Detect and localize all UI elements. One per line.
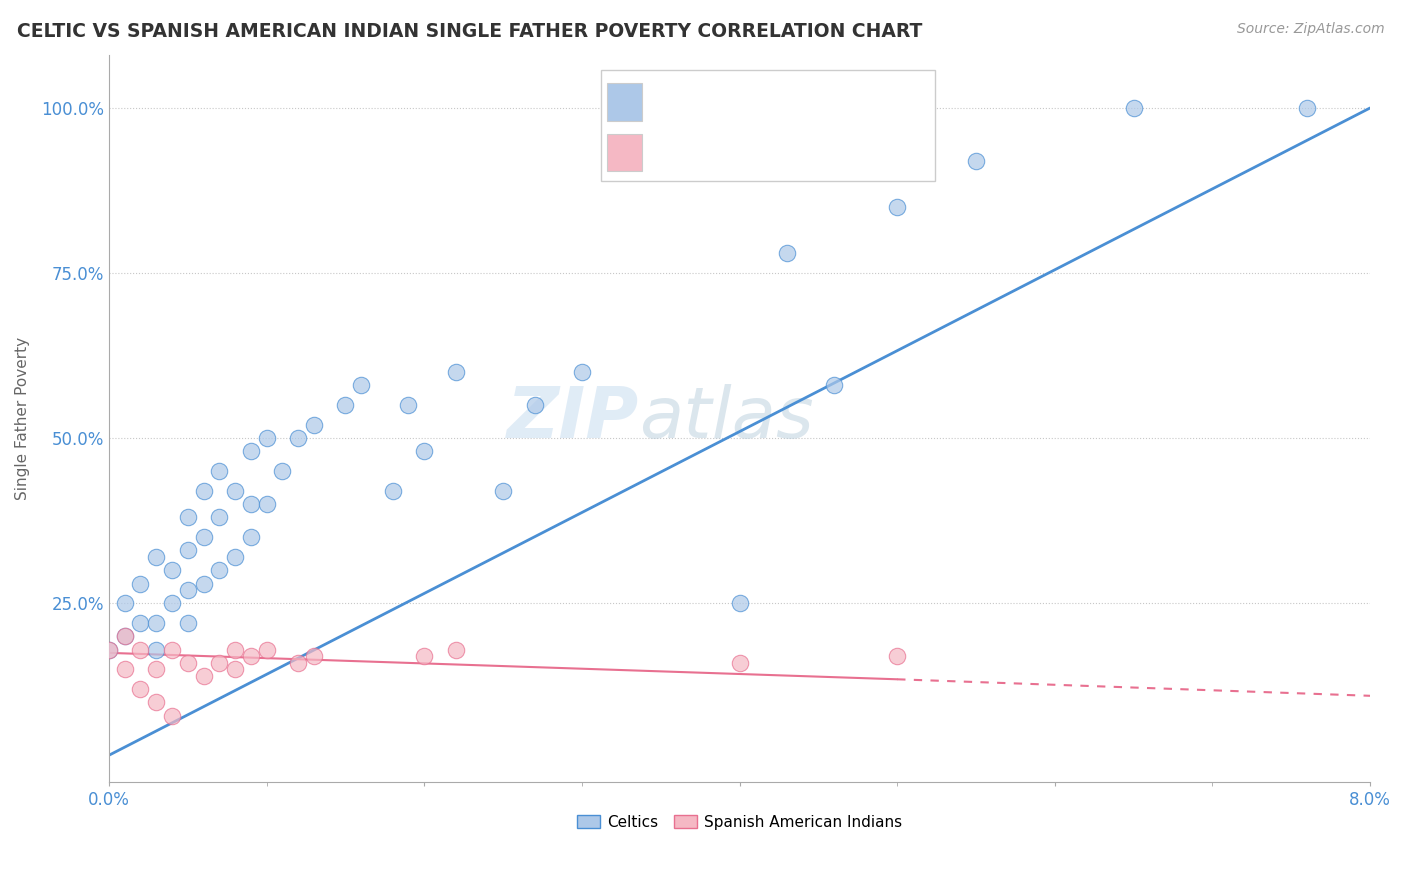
Point bbox=[145, 662, 167, 676]
Point bbox=[129, 616, 152, 631]
Point bbox=[335, 398, 357, 412]
Point bbox=[965, 153, 987, 168]
Point bbox=[492, 484, 515, 499]
Point bbox=[239, 649, 262, 664]
Point bbox=[256, 497, 278, 511]
Point bbox=[728, 656, 751, 670]
Point bbox=[823, 378, 845, 392]
Point bbox=[129, 682, 152, 697]
Point bbox=[224, 642, 246, 657]
Point bbox=[98, 642, 121, 657]
Text: R = -0.205   N = 22: R = -0.205 N = 22 bbox=[655, 135, 862, 153]
Point bbox=[208, 563, 231, 577]
Point bbox=[145, 550, 167, 565]
Point bbox=[571, 365, 593, 379]
Point bbox=[177, 616, 200, 631]
Point bbox=[114, 629, 136, 643]
Text: atlas: atlas bbox=[638, 384, 813, 453]
Point bbox=[193, 669, 215, 683]
Point bbox=[160, 642, 183, 657]
Point bbox=[160, 596, 183, 610]
Point bbox=[224, 662, 246, 676]
Point bbox=[776, 246, 799, 260]
Point bbox=[193, 484, 215, 499]
Point bbox=[208, 510, 231, 524]
Point bbox=[208, 464, 231, 478]
Point bbox=[114, 596, 136, 610]
Point bbox=[381, 484, 404, 499]
Point bbox=[160, 708, 183, 723]
Point bbox=[444, 365, 467, 379]
Point bbox=[177, 543, 200, 558]
Point bbox=[145, 695, 167, 709]
Point bbox=[224, 550, 246, 565]
Point bbox=[129, 642, 152, 657]
FancyBboxPatch shape bbox=[607, 134, 643, 171]
Point bbox=[413, 444, 436, 458]
Point bbox=[177, 583, 200, 598]
Point bbox=[208, 656, 231, 670]
FancyBboxPatch shape bbox=[600, 70, 935, 181]
Text: ZIP: ZIP bbox=[506, 384, 638, 453]
Legend: Celtics, Spanish American Indians: Celtics, Spanish American Indians bbox=[571, 808, 908, 836]
Point bbox=[239, 444, 262, 458]
Point bbox=[886, 649, 908, 664]
Point bbox=[193, 530, 215, 544]
Point bbox=[523, 398, 546, 412]
Point bbox=[177, 656, 200, 670]
Point bbox=[413, 649, 436, 664]
Point bbox=[287, 656, 309, 670]
Point bbox=[239, 497, 262, 511]
Point bbox=[114, 629, 136, 643]
Text: Source: ZipAtlas.com: Source: ZipAtlas.com bbox=[1237, 22, 1385, 37]
FancyBboxPatch shape bbox=[607, 83, 643, 120]
Point bbox=[145, 616, 167, 631]
Point bbox=[256, 431, 278, 445]
Point bbox=[114, 662, 136, 676]
Point bbox=[160, 563, 183, 577]
Point bbox=[239, 530, 262, 544]
Point bbox=[350, 378, 373, 392]
Text: R =   0.641   N = 46: R = 0.641 N = 46 bbox=[655, 84, 873, 103]
Point bbox=[129, 576, 152, 591]
Point bbox=[886, 200, 908, 214]
Point bbox=[98, 642, 121, 657]
Point bbox=[145, 642, 167, 657]
Point bbox=[1122, 101, 1144, 115]
Point bbox=[398, 398, 420, 412]
Point bbox=[1296, 101, 1319, 115]
Point bbox=[271, 464, 294, 478]
Point bbox=[287, 431, 309, 445]
Point bbox=[193, 576, 215, 591]
Point bbox=[728, 596, 751, 610]
Point bbox=[224, 484, 246, 499]
Point bbox=[302, 649, 325, 664]
Point bbox=[177, 510, 200, 524]
Y-axis label: Single Father Poverty: Single Father Poverty bbox=[15, 337, 30, 500]
Text: CELTIC VS SPANISH AMERICAN INDIAN SINGLE FATHER POVERTY CORRELATION CHART: CELTIC VS SPANISH AMERICAN INDIAN SINGLE… bbox=[17, 22, 922, 41]
Point bbox=[444, 642, 467, 657]
Point bbox=[302, 417, 325, 432]
Point bbox=[256, 642, 278, 657]
